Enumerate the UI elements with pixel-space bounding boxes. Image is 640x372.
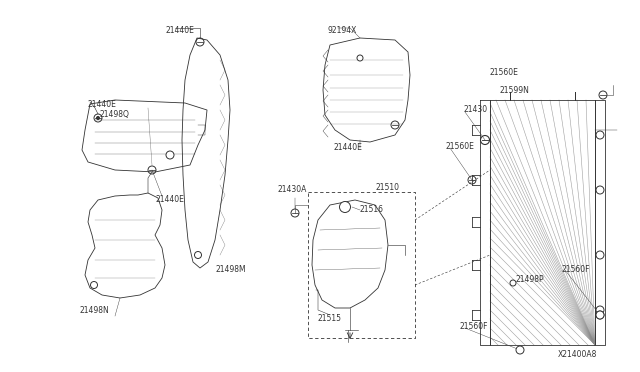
Text: 21599N: 21599N <box>500 86 530 95</box>
Text: 21560E: 21560E <box>445 142 474 151</box>
Circle shape <box>596 251 604 259</box>
Circle shape <box>357 55 363 61</box>
Text: 21440E: 21440E <box>165 26 194 35</box>
Circle shape <box>516 346 524 354</box>
Text: 21498P: 21498P <box>515 275 543 284</box>
Text: 21440E: 21440E <box>155 195 184 204</box>
Text: 21560F: 21560F <box>460 322 488 331</box>
Text: 21498M: 21498M <box>216 265 246 274</box>
Text: 21510: 21510 <box>375 183 399 192</box>
Text: 21430: 21430 <box>463 105 487 114</box>
Text: 21440E: 21440E <box>88 100 117 109</box>
Text: 21430A: 21430A <box>278 185 307 194</box>
Text: 21440E: 21440E <box>333 143 362 152</box>
Text: 21560E: 21560E <box>490 68 519 77</box>
Circle shape <box>166 151 174 159</box>
Text: X21400A8: X21400A8 <box>558 350 597 359</box>
Text: 21516: 21516 <box>360 205 384 214</box>
Circle shape <box>90 282 97 289</box>
Circle shape <box>97 116 99 119</box>
Text: 92194X: 92194X <box>328 26 357 35</box>
Circle shape <box>596 306 604 314</box>
Circle shape <box>596 186 604 194</box>
Circle shape <box>596 311 604 319</box>
Text: 21498Q: 21498Q <box>100 110 130 119</box>
Circle shape <box>596 131 604 139</box>
Text: 21560F: 21560F <box>562 265 591 274</box>
Text: 21498N: 21498N <box>80 306 109 315</box>
Circle shape <box>195 251 202 259</box>
Text: 21515: 21515 <box>318 314 342 323</box>
Circle shape <box>596 311 604 319</box>
Circle shape <box>510 280 516 286</box>
Circle shape <box>339 202 351 212</box>
